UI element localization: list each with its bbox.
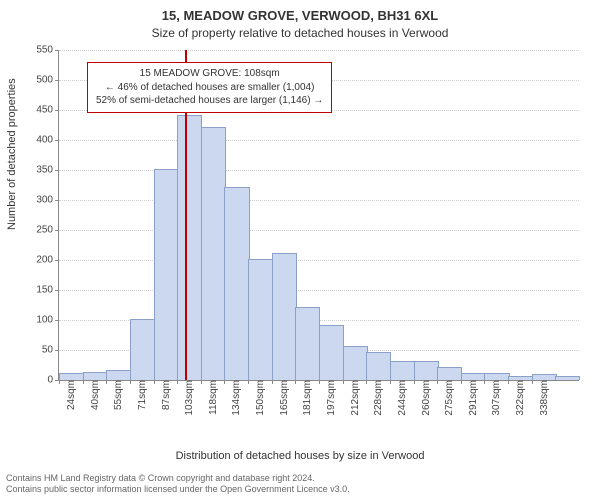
x-tick-label: 244sqm [393,380,408,416]
x-tick-label: 197sqm [322,380,337,416]
x-tick-mark [106,380,107,384]
x-tick-label: 134sqm [227,380,242,416]
x-tick-mark [437,380,438,384]
x-tick-mark [461,380,462,384]
chart-title: 15, MEADOW GROVE, VERWOOD, BH31 6XL [0,8,600,23]
x-tick-label: 291sqm [464,380,479,416]
histogram-bar [59,373,84,380]
x-tick-mark [177,380,178,384]
histogram-bar [461,373,486,380]
x-tick-label: 40sqm [86,380,101,410]
y-tick-mark [55,140,59,141]
histogram-bar [319,325,344,380]
x-tick-mark [319,380,320,384]
x-tick-label: 71sqm [133,380,148,410]
x-tick-mark [390,380,391,384]
gridline [59,140,579,141]
histogram-bar [272,253,297,380]
histogram-bar [366,352,391,380]
x-tick-label: 181sqm [298,380,313,416]
x-axis-label: Distribution of detached houses by size … [0,450,600,462]
y-tick-mark [55,350,59,351]
x-tick-mark [366,380,367,384]
chart-subtitle: Size of property relative to detached ho… [0,26,600,40]
x-tick-mark [224,380,225,384]
histogram-bar [224,187,249,380]
gridline [59,260,579,261]
x-tick-label: 275sqm [440,380,455,416]
x-tick-label: 150sqm [251,380,266,416]
x-tick-mark [248,380,249,384]
footer-line2: Contains public sector information licen… [6,484,350,496]
x-tick-label: 103sqm [180,380,195,416]
plot-area: 15 MEADOW GROVE: 108sqm ← 46% of detache… [58,50,579,381]
y-tick-mark [55,50,59,51]
x-tick-mark [343,380,344,384]
x-tick-label: 165sqm [275,380,290,416]
x-tick-label: 338sqm [535,380,550,416]
callout-line1: 15 MEADOW GROVE: 108sqm [96,67,323,81]
gridline [59,290,579,291]
histogram-bar [83,372,108,380]
histogram-bar [248,259,273,380]
footer-line1: Contains HM Land Registry data © Crown c… [6,473,315,483]
x-tick-label: 87sqm [157,380,172,410]
gridline [59,170,579,171]
x-tick-mark [154,380,155,384]
callout-line3: 52% of semi-detached houses are larger (… [96,94,323,108]
histogram-bar [201,127,226,380]
x-tick-mark [272,380,273,384]
y-tick-mark [55,290,59,291]
x-tick-label: 24sqm [62,380,77,410]
x-tick-mark [532,380,533,384]
x-tick-label: 228sqm [369,380,384,416]
x-tick-mark [484,380,485,384]
gridline [59,200,579,201]
chart-container: 15, MEADOW GROVE, VERWOOD, BH31 6XL Size… [0,0,600,500]
y-tick-mark [55,80,59,81]
histogram-bar [130,319,155,380]
callout-box: 15 MEADOW GROVE: 108sqm ← 46% of detache… [87,62,332,113]
gridline [59,230,579,231]
x-tick-mark [59,380,60,384]
y-tick-mark [55,230,59,231]
y-tick-mark [55,260,59,261]
histogram-bar [295,307,320,380]
histogram-bar [414,361,439,380]
x-tick-mark [414,380,415,384]
x-tick-label: 307sqm [487,380,502,416]
y-tick-mark [55,170,59,171]
y-tick-mark [55,200,59,201]
histogram-bar [555,376,580,380]
histogram-bar [177,115,202,380]
histogram-bar [106,370,131,380]
y-tick-mark [55,320,59,321]
x-tick-label: 322sqm [511,380,526,416]
x-tick-mark [295,380,296,384]
x-tick-mark [508,380,509,384]
callout-line2: ← 46% of detached houses are smaller (1,… [96,81,323,95]
histogram-bar [390,361,415,380]
x-tick-label: 118sqm [204,380,219,415]
histogram-bar [484,373,509,380]
y-axis-label: Number of detached properties [6,78,18,230]
x-tick-label: 212sqm [346,380,361,416]
x-tick-mark [130,380,131,384]
histogram-bar [343,346,368,380]
histogram-bar [154,169,179,380]
gridline [59,50,579,51]
x-tick-label: 55sqm [109,380,124,410]
x-tick-mark [83,380,84,384]
attribution-footer: Contains HM Land Registry data © Crown c… [6,473,350,496]
x-tick-mark [201,380,202,384]
x-tick-label: 260sqm [417,380,432,416]
histogram-bar [437,367,462,380]
y-tick-mark [55,110,59,111]
